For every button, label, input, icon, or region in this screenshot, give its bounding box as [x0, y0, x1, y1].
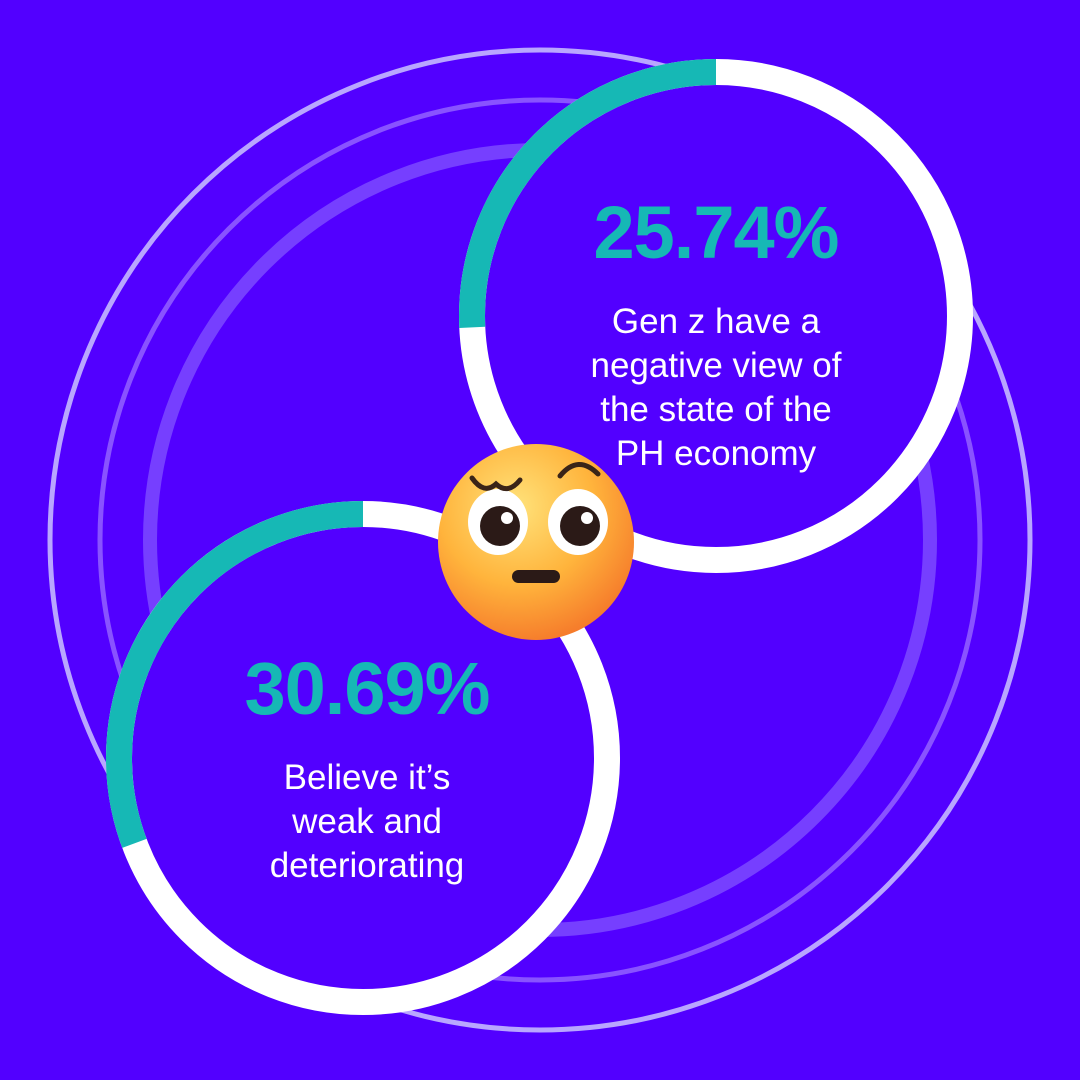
decor-ring-middle [97, 97, 983, 983]
stat-block-2: 30.69% Believe it’s weak and deteriorati… [192, 652, 542, 888]
stat-2-desc-line: deteriorating [269, 846, 465, 885]
donut-chart-2 [106, 501, 620, 1015]
stat-2-description: Believe it’s weak and deteriorating [192, 756, 542, 888]
donut-2-fill [119, 514, 607, 1002]
worried-face-icon [438, 444, 634, 640]
donut-1-fill [472, 72, 960, 560]
stat-1-desc-line: the state of the [600, 390, 832, 429]
stat-2-desc-line: weak and [292, 802, 442, 841]
stat-2-desc-line: Believe it’s [283, 758, 451, 797]
decor-ring-outer [47, 47, 1033, 1033]
donut-chart-1 [459, 59, 973, 573]
donut-1-value-arc [459, 59, 717, 328]
stat-1-desc-line: Gen z have a [611, 302, 821, 341]
stat-1-desc-line: negative view of [590, 346, 842, 385]
stat-1-description: Gen z have a negative view of the state … [556, 300, 876, 476]
stat-1-desc-line: PH economy [615, 434, 817, 473]
stat-block-1: 25.74% Gen z have a negative view of the… [556, 196, 876, 476]
stat-1-value: 25.74% [593, 191, 840, 274]
donut-2-value-arc [106, 501, 364, 848]
stat-2-value: 30.69% [244, 647, 491, 730]
